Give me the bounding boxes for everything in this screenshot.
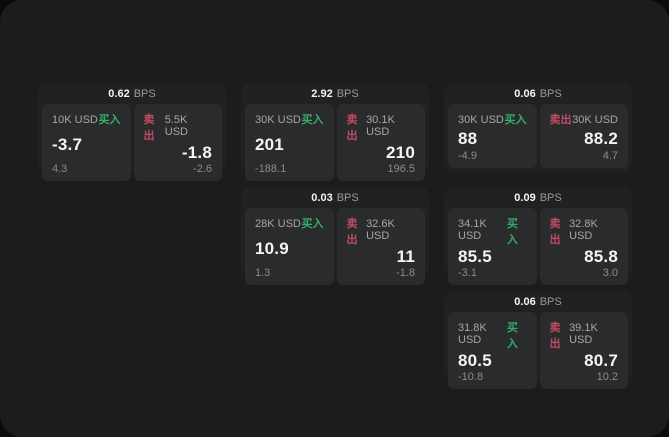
quote-grid: 0.62 BPS 10K USD 买入 -3.7 4.3 卖出 5.5K USD … — [38, 83, 632, 389]
bps-unit-label: BPS — [336, 88, 359, 100]
sell-size-label: 30.1K USD — [366, 114, 395, 138]
sell-quote-panel[interactable]: 卖出 32.8K USD 85.8 3.0 — [539, 208, 628, 285]
buy-side-label: 买入 — [504, 114, 527, 126]
quote-card-1: 0.62 BPS 10K USD 买入 -3.7 4.3 卖出 5.5K USD … — [38, 83, 226, 181]
buy-delta-value: 1.3 — [255, 267, 271, 279]
sell-side-label: 卖出 — [143, 114, 155, 142]
sell-size-label: 39.1K USD — [569, 322, 598, 346]
buy-quote-panel[interactable]: 28K USD 买入 10.9 1.3 — [245, 208, 334, 285]
buy-side-label: 买入 — [301, 218, 324, 230]
buy-side-label: 买入 — [506, 218, 518, 246]
sell-quote-panel[interactable]: 卖出 5.5K USD -1.8 -2.6 — [133, 104, 222, 181]
quote-card-2: 2.92 BPS 30K USD 买入 201 -188.1 卖出 30.1K U… — [241, 83, 429, 181]
quote-card-6: 0.06 BPS 31.8K USD 买入 80.5 -10.8 卖出 39.1K… — [444, 291, 632, 389]
sell-delta-value: -2.6 — [193, 163, 212, 175]
buy-delta-value: 4.3 — [52, 163, 68, 175]
card-header: 0.06 BPS — [448, 295, 628, 312]
sell-size-label: 32.8K USD — [569, 218, 598, 242]
sell-quote-panel[interactable]: 卖出 32.6K USD 11 -1.8 — [336, 208, 425, 285]
bps-unit-label: BPS — [539, 88, 562, 100]
buy-delta-value: -4.9 — [458, 150, 477, 162]
buy-price-value: 80.5 — [458, 351, 492, 370]
sell-delta-value: -1.8 — [396, 267, 415, 279]
sell-price-value: -1.8 — [181, 143, 212, 162]
sell-delta-value: 196.5 — [387, 163, 415, 175]
sell-price-value: 11 — [396, 247, 415, 266]
quote-panels: 10K USD 买入 -3.7 4.3 卖出 5.5K USD -1.8 -2.… — [42, 104, 222, 181]
quote-card-4: 0.03 BPS 28K USD 买入 10.9 1.3 卖出 32.6K USD… — [241, 187, 429, 285]
buy-price-value: 201 — [255, 135, 284, 154]
sell-size-label: 32.6K USD — [366, 218, 395, 242]
buy-quote-panel[interactable]: 31.8K USD 买入 80.5 -10.8 — [448, 312, 537, 389]
buy-size-label: 28K USD — [255, 218, 301, 230]
sell-price-value: 80.7 — [584, 351, 618, 370]
quote-panels: 30K USD 买入 201 -188.1 卖出 30.1K USD 210 1… — [245, 104, 425, 181]
sell-size-label: 30K USD — [572, 114, 618, 126]
bps-spread-value: 2.92 — [311, 88, 333, 100]
sell-quote-panel[interactable]: 卖出 30.1K USD 210 196.5 — [336, 104, 425, 181]
sell-price-value: 85.8 — [584, 247, 618, 266]
sell-quote-panel[interactable]: 卖出 39.1K USD 80.7 10.2 — [539, 312, 628, 389]
buy-quote-panel[interactable]: 34.1K USD 买入 85.5 -3.1 — [448, 208, 537, 285]
buy-price-value: -3.7 — [52, 135, 83, 154]
bps-spread-value: 0.03 — [311, 192, 333, 204]
buy-delta-value: -10.8 — [458, 371, 484, 383]
buy-price-value: 10.9 — [255, 239, 289, 258]
bps-spread-value: 0.06 — [514, 88, 536, 100]
buy-side-label: 买入 — [98, 114, 121, 126]
sell-price-value: 210 — [386, 143, 415, 162]
card-header: 0.06 BPS — [448, 87, 628, 104]
quote-card-3: 0.06 BPS 30K USD 买入 88 -4.9 卖出 30K USD 88… — [444, 83, 632, 172]
card-header: 2.92 BPS — [245, 87, 425, 104]
quote-panels: 28K USD 买入 10.9 1.3 卖出 32.6K USD 11 -1.8 — [245, 208, 425, 285]
buy-quote-panel[interactable]: 30K USD 买入 201 -188.1 — [245, 104, 334, 181]
buy-side-label: 买入 — [506, 322, 518, 350]
buy-size-label: 10K USD — [52, 114, 98, 126]
sell-side-label: 卖出 — [346, 218, 358, 246]
sell-side-label: 卖出 — [346, 114, 358, 142]
quote-card-5: 0.09 BPS 34.1K USD 买入 85.5 -3.1 卖出 32.8K … — [444, 187, 632, 285]
buy-quote-panel[interactable]: 30K USD 买入 88 -4.9 — [448, 104, 537, 168]
buy-price-value: 85.5 — [458, 247, 492, 266]
sell-quote-panel[interactable]: 卖出 30K USD 88.2 4.7 — [539, 104, 628, 168]
sell-side-label: 卖出 — [549, 114, 572, 126]
bps-spread-value: 0.62 — [108, 88, 130, 100]
buy-quote-panel[interactable]: 10K USD 买入 -3.7 4.3 — [42, 104, 131, 181]
buy-side-label: 买入 — [301, 114, 324, 126]
sell-price-value: 88.2 — [584, 128, 618, 148]
buy-price-value: 88 — [458, 128, 478, 148]
bps-unit-label: BPS — [539, 192, 562, 204]
quote-panels: 31.8K USD 买入 80.5 -10.8 卖出 39.1K USD 80.… — [448, 312, 628, 389]
sell-delta-value: 4.7 — [602, 150, 618, 162]
buy-delta-value: -188.1 — [255, 163, 287, 175]
card-header: 0.03 BPS — [245, 191, 425, 208]
buy-size-label: 31.8K USD — [458, 322, 487, 346]
card-header: 0.09 BPS — [448, 191, 628, 208]
quote-panels: 30K USD 买入 88 -4.9 卖出 30K USD 88.2 4.7 — [448, 104, 628, 168]
buy-size-label: 30K USD — [255, 114, 301, 126]
sell-delta-value: 10.2 — [596, 371, 618, 383]
buy-delta-value: -3.1 — [458, 267, 477, 279]
bps-spread-value: 0.06 — [514, 296, 536, 308]
bps-unit-label: BPS — [539, 296, 562, 308]
quote-panels: 34.1K USD 买入 85.5 -3.1 卖出 32.8K USD 85.8… — [448, 208, 628, 285]
bps-unit-label: BPS — [336, 192, 359, 204]
sell-size-label: 5.5K USD — [164, 114, 188, 138]
bps-spread-value: 0.09 — [514, 192, 536, 204]
sell-side-label: 卖出 — [549, 218, 561, 246]
sell-side-label: 卖出 — [549, 322, 561, 350]
bps-unit-label: BPS — [133, 88, 156, 100]
card-header: 0.62 BPS — [42, 87, 222, 104]
buy-size-label: 34.1K USD — [458, 218, 487, 242]
sell-delta-value: 3.0 — [602, 267, 618, 279]
buy-size-label: 30K USD — [458, 114, 504, 126]
